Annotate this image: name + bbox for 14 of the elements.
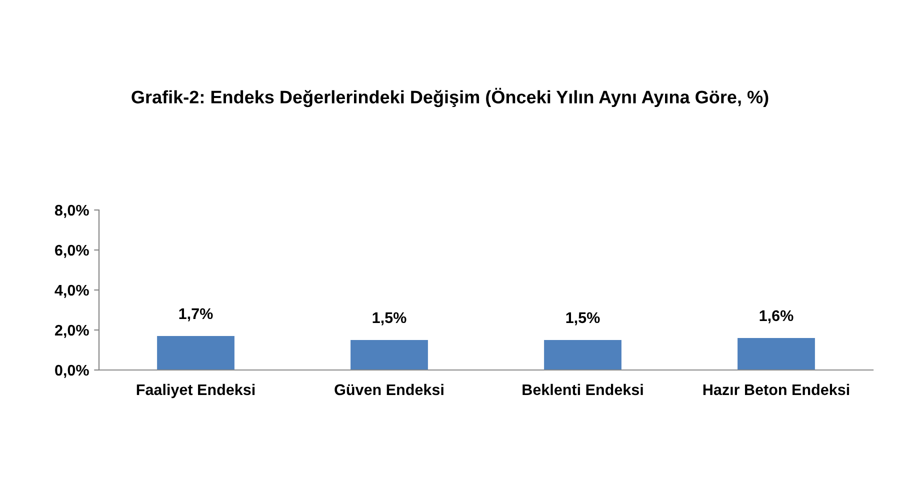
data-label: 1,6% (760, 310, 794, 324)
y-tick-label: 2,0% (54, 324, 89, 338)
chart-title: Grafik-2: Endeks Değerlerindeki Değişim (Önceki Yılın Aynı Ayına Göre, %) (132, 88, 768, 108)
y-tick-label: 6,0% (55, 244, 89, 258)
y-tick-label: 0,0% (55, 364, 89, 378)
data-label: 1,5% (566, 312, 600, 326)
data-label: 1,5% (372, 312, 406, 326)
x-tick-label: Beklenti Endeksi (522, 384, 643, 396)
x-tick-label: Hazır Beton Endeksi (703, 384, 850, 396)
data-label: 1,7% (179, 308, 213, 322)
y-tick-label: 4,0% (54, 284, 89, 298)
x-tick-label: Faaliyet Endeksi (136, 384, 255, 398)
y-tick-label: 8,0% (54, 204, 89, 218)
x-tick-label: Güven Endeksi (334, 384, 444, 396)
